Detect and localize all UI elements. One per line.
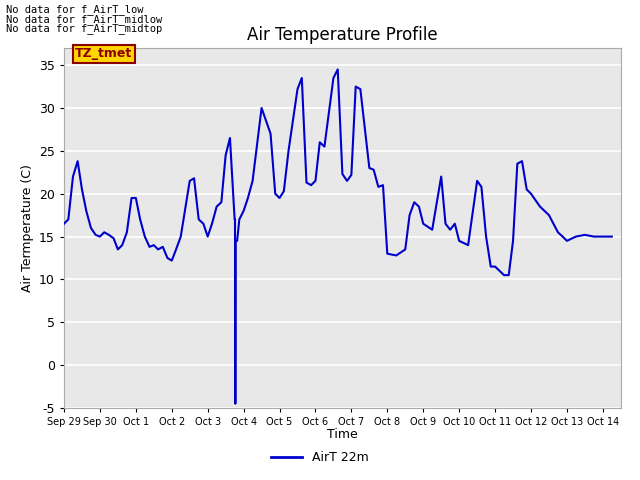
Y-axis label: Air Termperature (C): Air Termperature (C) [20,164,33,292]
Legend: AirT 22m: AirT 22m [266,446,374,469]
Title: Air Temperature Profile: Air Temperature Profile [247,25,438,44]
Text: No data for f_AirT_midlow: No data for f_AirT_midlow [6,13,163,24]
Text: TZ_tmet: TZ_tmet [75,47,132,60]
Text: No data for f_AirT_low: No data for f_AirT_low [6,4,144,15]
X-axis label: Time: Time [327,429,358,442]
Text: No data for f_AirT_midtop: No data for f_AirT_midtop [6,23,163,34]
